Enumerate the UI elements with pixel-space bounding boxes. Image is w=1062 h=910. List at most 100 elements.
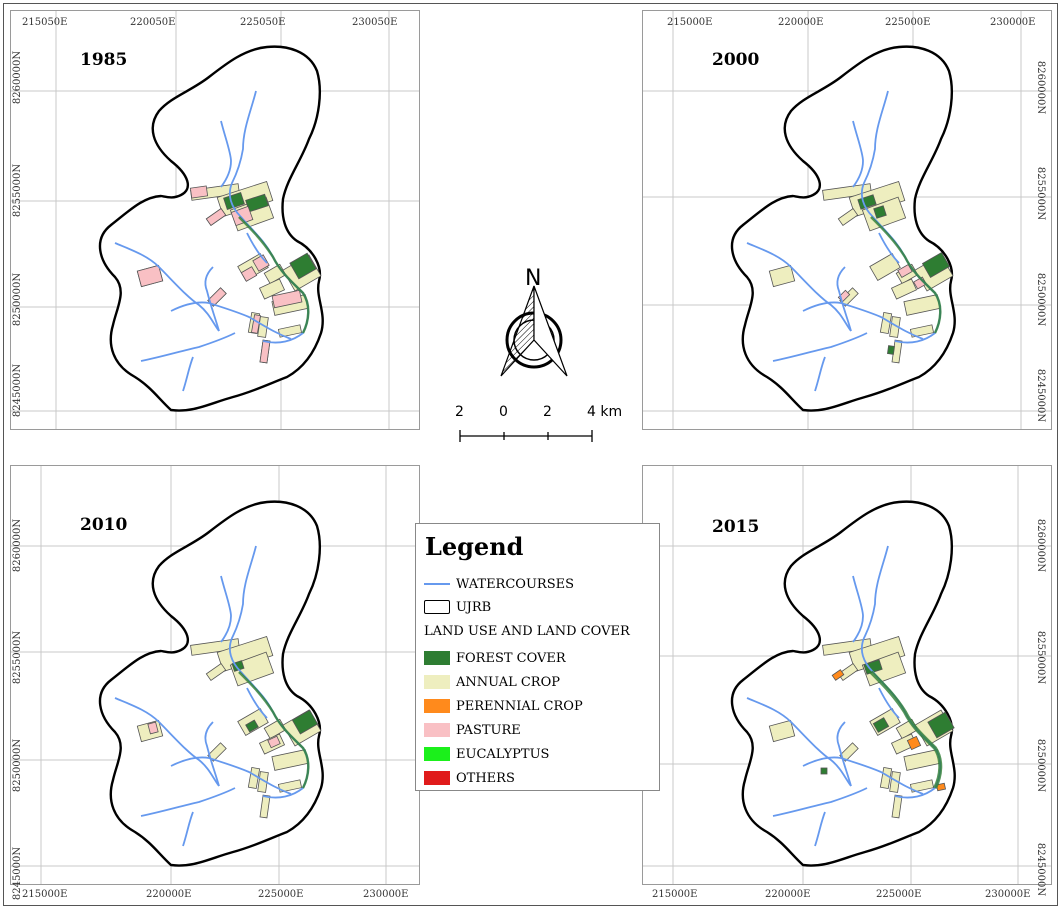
tick-2000-top-0: 215000E xyxy=(667,17,713,28)
watercourse-line xyxy=(204,266,220,332)
map-svg-2010 xyxy=(11,466,419,884)
watercourse-line xyxy=(746,697,852,787)
legend-item-ujrb: UJRB xyxy=(424,598,491,616)
watercourse-line xyxy=(170,756,292,795)
land-parcel-pasture xyxy=(189,185,209,199)
legend-label-others: OTHERS xyxy=(456,770,515,786)
scale-label-0: 2 xyxy=(455,404,464,420)
legend-label-forest: FOREST COVER xyxy=(456,650,566,666)
land-parcel-annual-crop xyxy=(190,638,240,656)
watercourse-line-symbol xyxy=(424,577,450,591)
land-parcel-forest xyxy=(820,767,828,775)
land-parcel-pasture xyxy=(259,339,271,364)
land-parcel-annual-crop xyxy=(768,264,796,288)
scale-label-1: 0 xyxy=(499,404,508,420)
tick-2010-left-2: 8250000N xyxy=(12,738,24,793)
tick-2000-right-3: 8245000N xyxy=(1035,368,1047,423)
land-parcel-forest xyxy=(873,205,887,219)
figure-frame xyxy=(3,3,1058,906)
tick-2000-right-1: 8255000N xyxy=(1035,166,1047,221)
tick-2015-right-2: 8250000N xyxy=(1035,738,1047,793)
basin-outline xyxy=(730,45,956,412)
tick-1985-top-0: 215050E xyxy=(22,17,68,28)
watercourse-line xyxy=(220,575,232,643)
land-parcel-forest xyxy=(245,719,259,733)
year-label-2010: 2010 xyxy=(80,515,128,535)
watercourse-line xyxy=(140,787,236,817)
legend-item-others: OTHERS xyxy=(424,769,515,787)
north-arrow-icon xyxy=(500,285,568,377)
land-parcel-pasture xyxy=(147,721,159,735)
legend-item-annual: ANNUAL CROP xyxy=(424,673,560,691)
land-parcel-annual-crop xyxy=(822,638,872,656)
legend-title: Legend xyxy=(425,532,524,561)
land-parcel-perennial-crop xyxy=(906,735,922,751)
forest-swatch xyxy=(424,651,450,665)
perennial-crop-swatch xyxy=(424,699,450,713)
watercourse-line xyxy=(114,697,220,787)
land-parcel-pasture xyxy=(136,264,164,288)
year-label-2000: 2000 xyxy=(712,50,760,70)
year-label-1985: 1985 xyxy=(80,50,128,70)
others-swatch xyxy=(424,771,450,785)
tick-1985-top-2: 225050E xyxy=(240,17,286,28)
watercourse-line xyxy=(836,266,852,332)
land-parcel-pasture xyxy=(271,289,303,309)
land-parcel-forest xyxy=(291,709,319,735)
tick-2015-bottom-1: 220000E xyxy=(765,889,811,900)
tick-2015-bottom-0: 215000E xyxy=(652,889,698,900)
tick-1985-left-2: 8250000N xyxy=(12,272,24,327)
tick-2010-left-0: 8260000N xyxy=(12,518,24,573)
scale-bar xyxy=(459,430,593,442)
land-parcel-annual-crop xyxy=(205,663,227,681)
watercourse-line xyxy=(246,232,268,264)
scale-label-3: 4 km xyxy=(587,404,623,420)
tick-1985-top-1: 220050E xyxy=(130,17,176,28)
map-svg-2000 xyxy=(643,11,1051,429)
watercourse-line xyxy=(114,242,220,332)
land-parcel-pasture xyxy=(267,735,281,749)
tick-2010-bottom-3: 230000E xyxy=(363,889,409,900)
land-parcel-annual-crop xyxy=(258,278,286,300)
tick-1985-left-1: 8255000N xyxy=(12,163,24,218)
tick-2015-right-3: 8245000N xyxy=(1035,842,1047,897)
tick-2015-right-0: 8260000N xyxy=(1035,518,1047,573)
land-parcel-annual-crop xyxy=(837,208,859,226)
map-panel-2000 xyxy=(642,10,1052,430)
land-parcel-annual-crop xyxy=(891,794,903,819)
tick-2000-top-3: 230000E xyxy=(990,17,1036,28)
map-svg-2015 xyxy=(643,466,1051,884)
riparian-forest-strip xyxy=(238,671,310,789)
legend-item-watercourses: WATERCOURSES xyxy=(424,575,574,593)
legend-item-perennial: PERENNIAL CROP xyxy=(424,697,583,715)
tick-1985-left-0: 8260000N xyxy=(12,50,24,105)
land-parcel-forest xyxy=(927,711,955,739)
map-panel-1985 xyxy=(10,10,420,430)
land-parcel-forest xyxy=(921,252,951,278)
land-parcel-forest xyxy=(863,659,883,675)
watercourse-line xyxy=(246,687,268,719)
scale-label-2: 2 xyxy=(543,404,552,420)
land-parcel-annual-crop xyxy=(229,651,275,687)
legend-label-pasture: PASTURE xyxy=(456,722,521,738)
watercourse-line xyxy=(182,356,194,392)
riparian-forest-strip xyxy=(869,670,943,789)
map-panel-2015 xyxy=(642,465,1052,885)
basin-outline xyxy=(98,500,324,867)
annual-crop-swatch xyxy=(424,675,450,689)
land-parcel-forest xyxy=(245,193,269,213)
legend-label-watercourses: WATERCOURSES xyxy=(456,576,574,592)
watercourse-line xyxy=(170,301,292,340)
year-label-2015: 2015 xyxy=(712,517,760,537)
legend-label-eucalyptus: EUCALYPTUS xyxy=(456,746,550,762)
watercourse-line xyxy=(878,687,900,719)
basin-outline-symbol xyxy=(424,600,450,614)
land-parcel-annual-crop xyxy=(822,183,872,201)
watercourse-line xyxy=(220,120,232,188)
tick-2010-bottom-2: 225000E xyxy=(258,889,304,900)
tick-2000-right-2: 8250000N xyxy=(1035,272,1047,327)
map-svg-1985 xyxy=(11,11,419,429)
legend-label-ujrb: UJRB xyxy=(456,599,492,615)
basin-map-group xyxy=(98,45,324,412)
tick-2010-bottom-0: 215000E xyxy=(22,889,68,900)
